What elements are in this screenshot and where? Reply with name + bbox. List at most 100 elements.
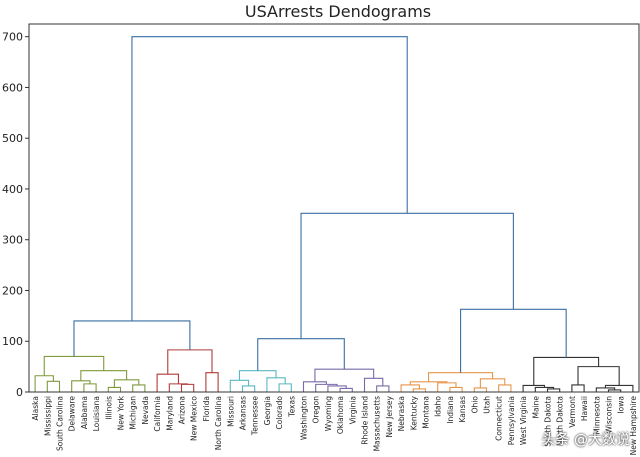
leaf-label: Washington bbox=[300, 396, 309, 440]
top-level-link bbox=[131, 36, 408, 321]
leaf-label: Tennessee bbox=[251, 396, 260, 436]
leaf-label: Kentucky bbox=[409, 395, 418, 430]
top-level-link bbox=[300, 212, 514, 339]
cluster-link bbox=[376, 385, 390, 392]
cluster-link bbox=[604, 384, 634, 392]
x-axis-leaf-labels: Alaska Mississippi South Carolina Delaware A… bbox=[31, 395, 638, 455]
leaf-label: Indiana bbox=[446, 396, 455, 424]
leaf-label: Maryland bbox=[165, 396, 174, 431]
cluster-link bbox=[205, 372, 219, 392]
leaf-label: Vermont bbox=[568, 396, 577, 428]
leaf-label: Missouri bbox=[226, 396, 235, 427]
leaf-label: Alaska bbox=[31, 396, 40, 421]
leaf-label: Iowa bbox=[617, 396, 626, 414]
leaf-label: South Carolina bbox=[56, 396, 65, 451]
cluster-link bbox=[46, 380, 61, 392]
leaf-label: New Mexico bbox=[190, 396, 199, 441]
y-tick-label: 400 bbox=[2, 183, 23, 196]
cluster-link bbox=[498, 384, 512, 392]
top-level-link bbox=[460, 308, 567, 373]
y-tick-label: 300 bbox=[2, 234, 23, 247]
cluster-link bbox=[363, 377, 384, 392]
leaf-label: Idaho bbox=[434, 396, 443, 417]
cluster-link bbox=[238, 370, 277, 381]
cluster-link bbox=[428, 372, 494, 382]
leaf-label: Michigan bbox=[129, 396, 138, 430]
leaf-label: California bbox=[153, 396, 162, 432]
cluster-link bbox=[534, 386, 555, 392]
y-tick-label: 500 bbox=[2, 132, 23, 145]
cluster-link bbox=[83, 383, 97, 392]
leaf-label: Colorado bbox=[275, 396, 284, 430]
cluster-link bbox=[241, 385, 256, 392]
cluster-link bbox=[266, 377, 286, 392]
cluster-link bbox=[314, 368, 375, 382]
cluster-link bbox=[522, 384, 545, 392]
cluster-link bbox=[168, 383, 189, 392]
cluster-link bbox=[278, 383, 292, 392]
leaf-label: Maine bbox=[531, 396, 540, 419]
chart-title: USArrests Dendograms bbox=[245, 2, 431, 21]
watermark-logo: 头条 @大数说 bbox=[541, 432, 630, 448]
cluster-link bbox=[34, 375, 54, 392]
leaf-label: North Carolina bbox=[214, 396, 223, 450]
cluster-link bbox=[229, 379, 250, 392]
leaf-label: Massachusetts bbox=[373, 396, 382, 452]
cluster-link bbox=[71, 380, 91, 392]
leaf-label: North Dakota bbox=[556, 396, 565, 446]
leaf-label: South Dakota bbox=[544, 396, 553, 447]
cluster-link bbox=[156, 373, 179, 392]
leaf-label: West Virginia bbox=[519, 396, 528, 445]
leaf-label: Pennsylvania bbox=[507, 396, 516, 445]
cluster-link bbox=[400, 384, 420, 392]
leaf-label: Arkansas bbox=[239, 396, 248, 430]
leaf-label: Kansas bbox=[458, 396, 467, 423]
leaf-label: Wisconsin bbox=[605, 396, 614, 434]
cluster-link bbox=[167, 349, 213, 375]
y-tick-label: 600 bbox=[2, 81, 23, 94]
leaf-label: Nevada bbox=[141, 396, 150, 425]
y-tick-label: 700 bbox=[2, 31, 23, 44]
leaf-label: Utah bbox=[483, 396, 492, 414]
cluster-link bbox=[339, 387, 353, 392]
leaf-label: Arizona bbox=[178, 396, 187, 424]
cluster-link bbox=[577, 366, 620, 386]
leaf-label: Oregon bbox=[312, 396, 321, 424]
cluster-link bbox=[571, 384, 585, 392]
leaf-label: Mississippi bbox=[43, 396, 52, 436]
cluster-link bbox=[533, 356, 600, 386]
leaf-label: Virginia bbox=[348, 396, 357, 424]
cluster-link bbox=[43, 355, 105, 376]
cluster-link bbox=[132, 384, 146, 392]
cluster-link bbox=[107, 386, 122, 392]
leaf-label: Connecticut bbox=[495, 396, 504, 441]
cluster-link bbox=[113, 379, 140, 388]
leaf-label: Wyoming bbox=[324, 396, 333, 431]
leaf-label: New Hampshire bbox=[629, 396, 638, 456]
cluster-link bbox=[327, 385, 347, 392]
y-axis: 0 100 200 300 400 500 600 700 bbox=[2, 31, 29, 399]
cluster-link bbox=[479, 378, 506, 388]
leaf-label: Montana bbox=[422, 396, 431, 429]
top-level-link bbox=[73, 320, 191, 357]
y-tick-label: 0 bbox=[16, 386, 23, 399]
cluster-link bbox=[302, 381, 327, 392]
leaf-label: Louisiana bbox=[92, 396, 101, 431]
leaf-label: New York bbox=[117, 395, 126, 430]
leaf-label: Alabama bbox=[80, 396, 89, 429]
leaf-label: Georgia bbox=[263, 396, 272, 425]
leaf-label: Ohio bbox=[470, 396, 479, 414]
dendrogram-links bbox=[34, 36, 634, 392]
leaf-label: Minnesota bbox=[592, 396, 601, 435]
plot-frame bbox=[28, 23, 640, 393]
leaf-label: Florida bbox=[202, 396, 211, 422]
leaf-label: Illinois bbox=[104, 396, 113, 420]
y-tick-label: 100 bbox=[2, 335, 23, 348]
leaf-label: Oklahoma bbox=[336, 396, 345, 434]
leaf-label: Hawaii bbox=[580, 396, 589, 421]
leaf-label: Nebraska bbox=[397, 396, 406, 431]
cluster-link bbox=[473, 387, 488, 392]
leaf-label: Delaware bbox=[68, 396, 77, 432]
y-tick-label: 200 bbox=[2, 284, 23, 297]
